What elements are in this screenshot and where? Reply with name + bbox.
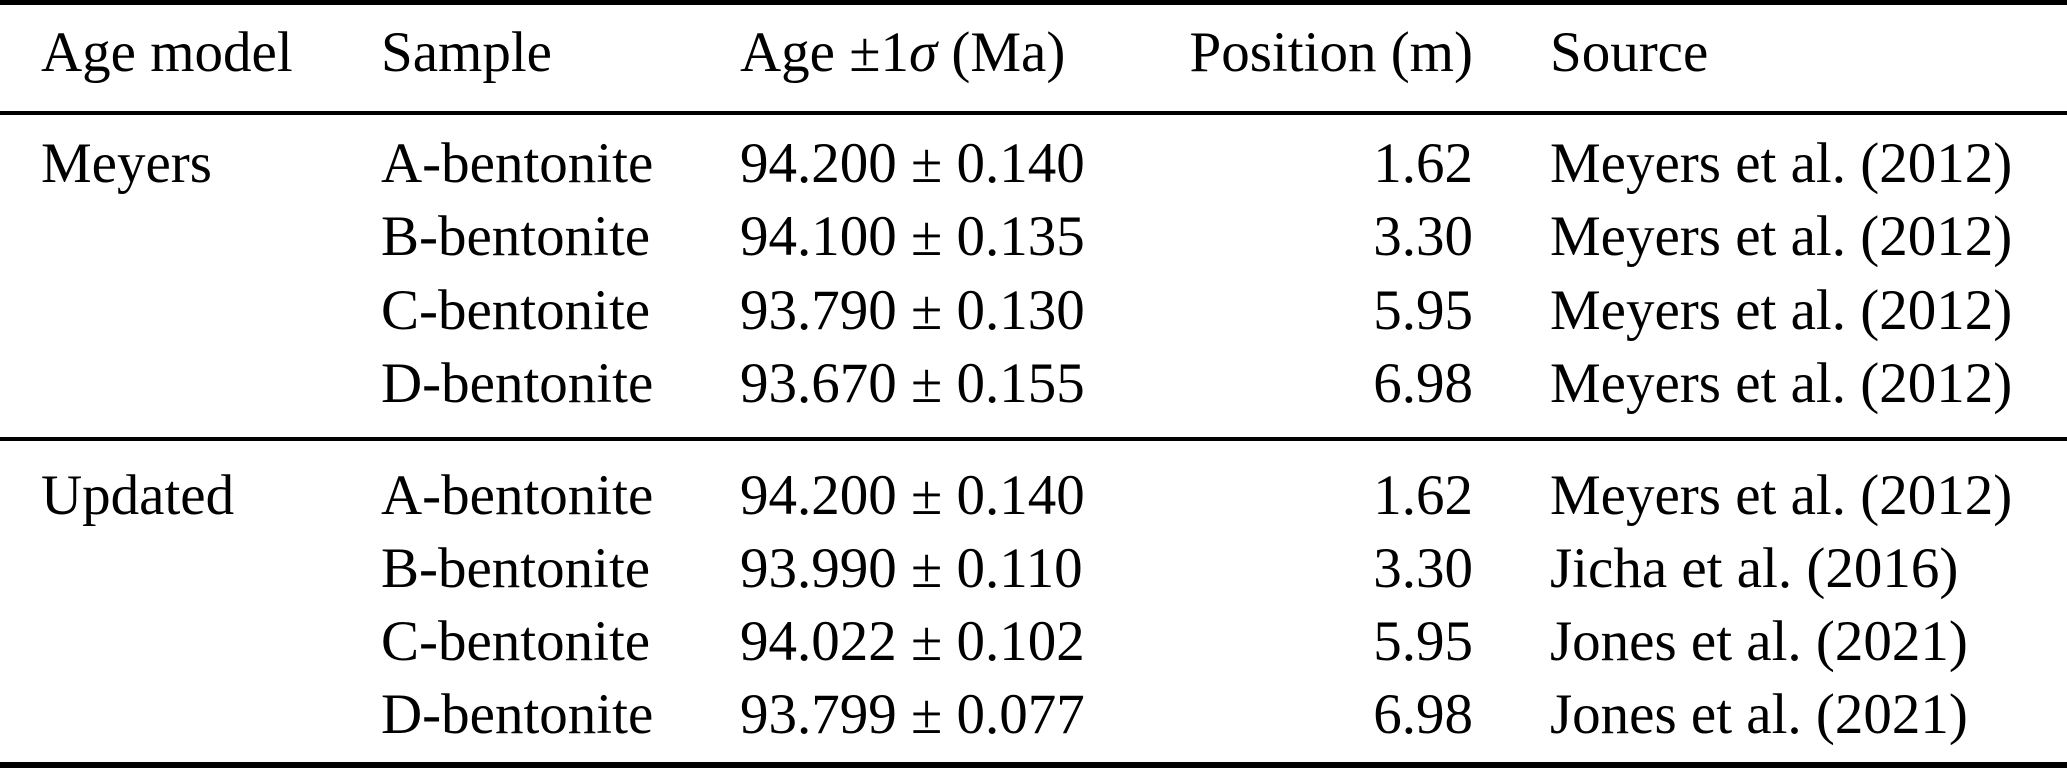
cell-source: Jones et al. (2021) (1550, 610, 1968, 673)
cell-position: 5.95 (1373, 610, 1473, 673)
cell-age: 93.670 ± 0.155 (740, 352, 1085, 415)
cell-source: Meyers et al. (2012) (1550, 279, 2013, 342)
cell-position: 5.95 (1373, 279, 1473, 342)
table-row: D-bentonite 93.670 ± 0.155 6.98 Meyers e… (0, 347, 2067, 420)
table-row: B-bentonite 93.990 ± 0.110 3.30 Jicha et… (0, 532, 2067, 605)
table-rule-below-header (0, 111, 2067, 115)
cell-age: 94.022 ± 0.102 (740, 610, 1085, 673)
cell-source: Meyers et al. (2012) (1550, 352, 2013, 415)
cell-age: 93.799 ± 0.077 (740, 683, 1085, 746)
cell-sample: D-bentonite (381, 683, 654, 746)
table-row: B-bentonite 94.100 ± 0.135 3.30 Meyers e… (0, 200, 2067, 273)
cell-age: 94.200 ± 0.140 (740, 464, 1085, 527)
cell-position: 3.30 (1373, 205, 1473, 268)
cell-position: 1.62 (1373, 464, 1473, 527)
sigma-symbol: σ (909, 21, 938, 84)
table-rule-bottom (0, 762, 2067, 768)
cell-source: Meyers et al. (2012) (1550, 132, 2013, 195)
col-header-age-unit: (Ma) (937, 21, 1066, 84)
cell-age: 94.200 ± 0.140 (740, 132, 1085, 195)
col-header-position: Position (m) (1189, 21, 1473, 84)
col-header-age-prefix: Age ±1 (740, 21, 909, 84)
table-row: Updated A-bentonite 94.200 ± 0.140 1.62 … (0, 459, 2067, 532)
table-rule-group-divider (0, 437, 2067, 441)
cell-position: 6.98 (1373, 683, 1473, 746)
cell-age: 93.790 ± 0.130 (740, 279, 1085, 342)
cell-position: 1.62 (1373, 132, 1473, 195)
table-row: Meyers A-bentonite 94.200 ± 0.140 1.62 M… (0, 127, 2067, 200)
cell-sample: A-bentonite (381, 464, 654, 527)
cell-sample: B-bentonite (381, 537, 651, 600)
cell-source: Meyers et al. (2012) (1550, 205, 2013, 268)
table-row: D-bentonite 93.799 ± 0.077 6.98 Jones et… (0, 678, 2067, 751)
table-rule-top (0, 0, 2067, 5)
table-row: C-bentonite 94.022 ± 0.102 5.95 Jones et… (0, 605, 2067, 678)
cell-age: 94.100 ± 0.135 (740, 205, 1085, 268)
col-header-source: Source (1550, 21, 1709, 84)
col-header-age: Age ±1σ (Ma) (740, 16, 1065, 89)
cell-age-model: Updated (41, 464, 235, 527)
cell-source: Meyers et al. (2012) (1550, 464, 2013, 527)
cell-age-model: Meyers (41, 132, 212, 195)
cell-sample: C-bentonite (381, 610, 651, 673)
cell-sample: B-bentonite (381, 205, 651, 268)
cell-position: 6.98 (1373, 352, 1473, 415)
col-header-age-model: Age model (41, 21, 293, 84)
cell-position: 3.30 (1373, 537, 1473, 600)
cell-sample: A-bentonite (381, 132, 654, 195)
cell-sample: D-bentonite (381, 352, 654, 415)
cell-source: Jicha et al. (2016) (1550, 537, 1959, 600)
cell-sample: C-bentonite (381, 279, 651, 342)
cell-source: Jones et al. (2021) (1550, 683, 1968, 746)
col-header-sample: Sample (381, 21, 552, 84)
cell-age: 93.990 ± 0.110 (740, 537, 1083, 600)
table-row: C-bentonite 93.790 ± 0.130 5.95 Meyers e… (0, 274, 2067, 347)
table-header-row: Age model Sample Age ±1σ (Ma) Position (… (0, 16, 2067, 89)
